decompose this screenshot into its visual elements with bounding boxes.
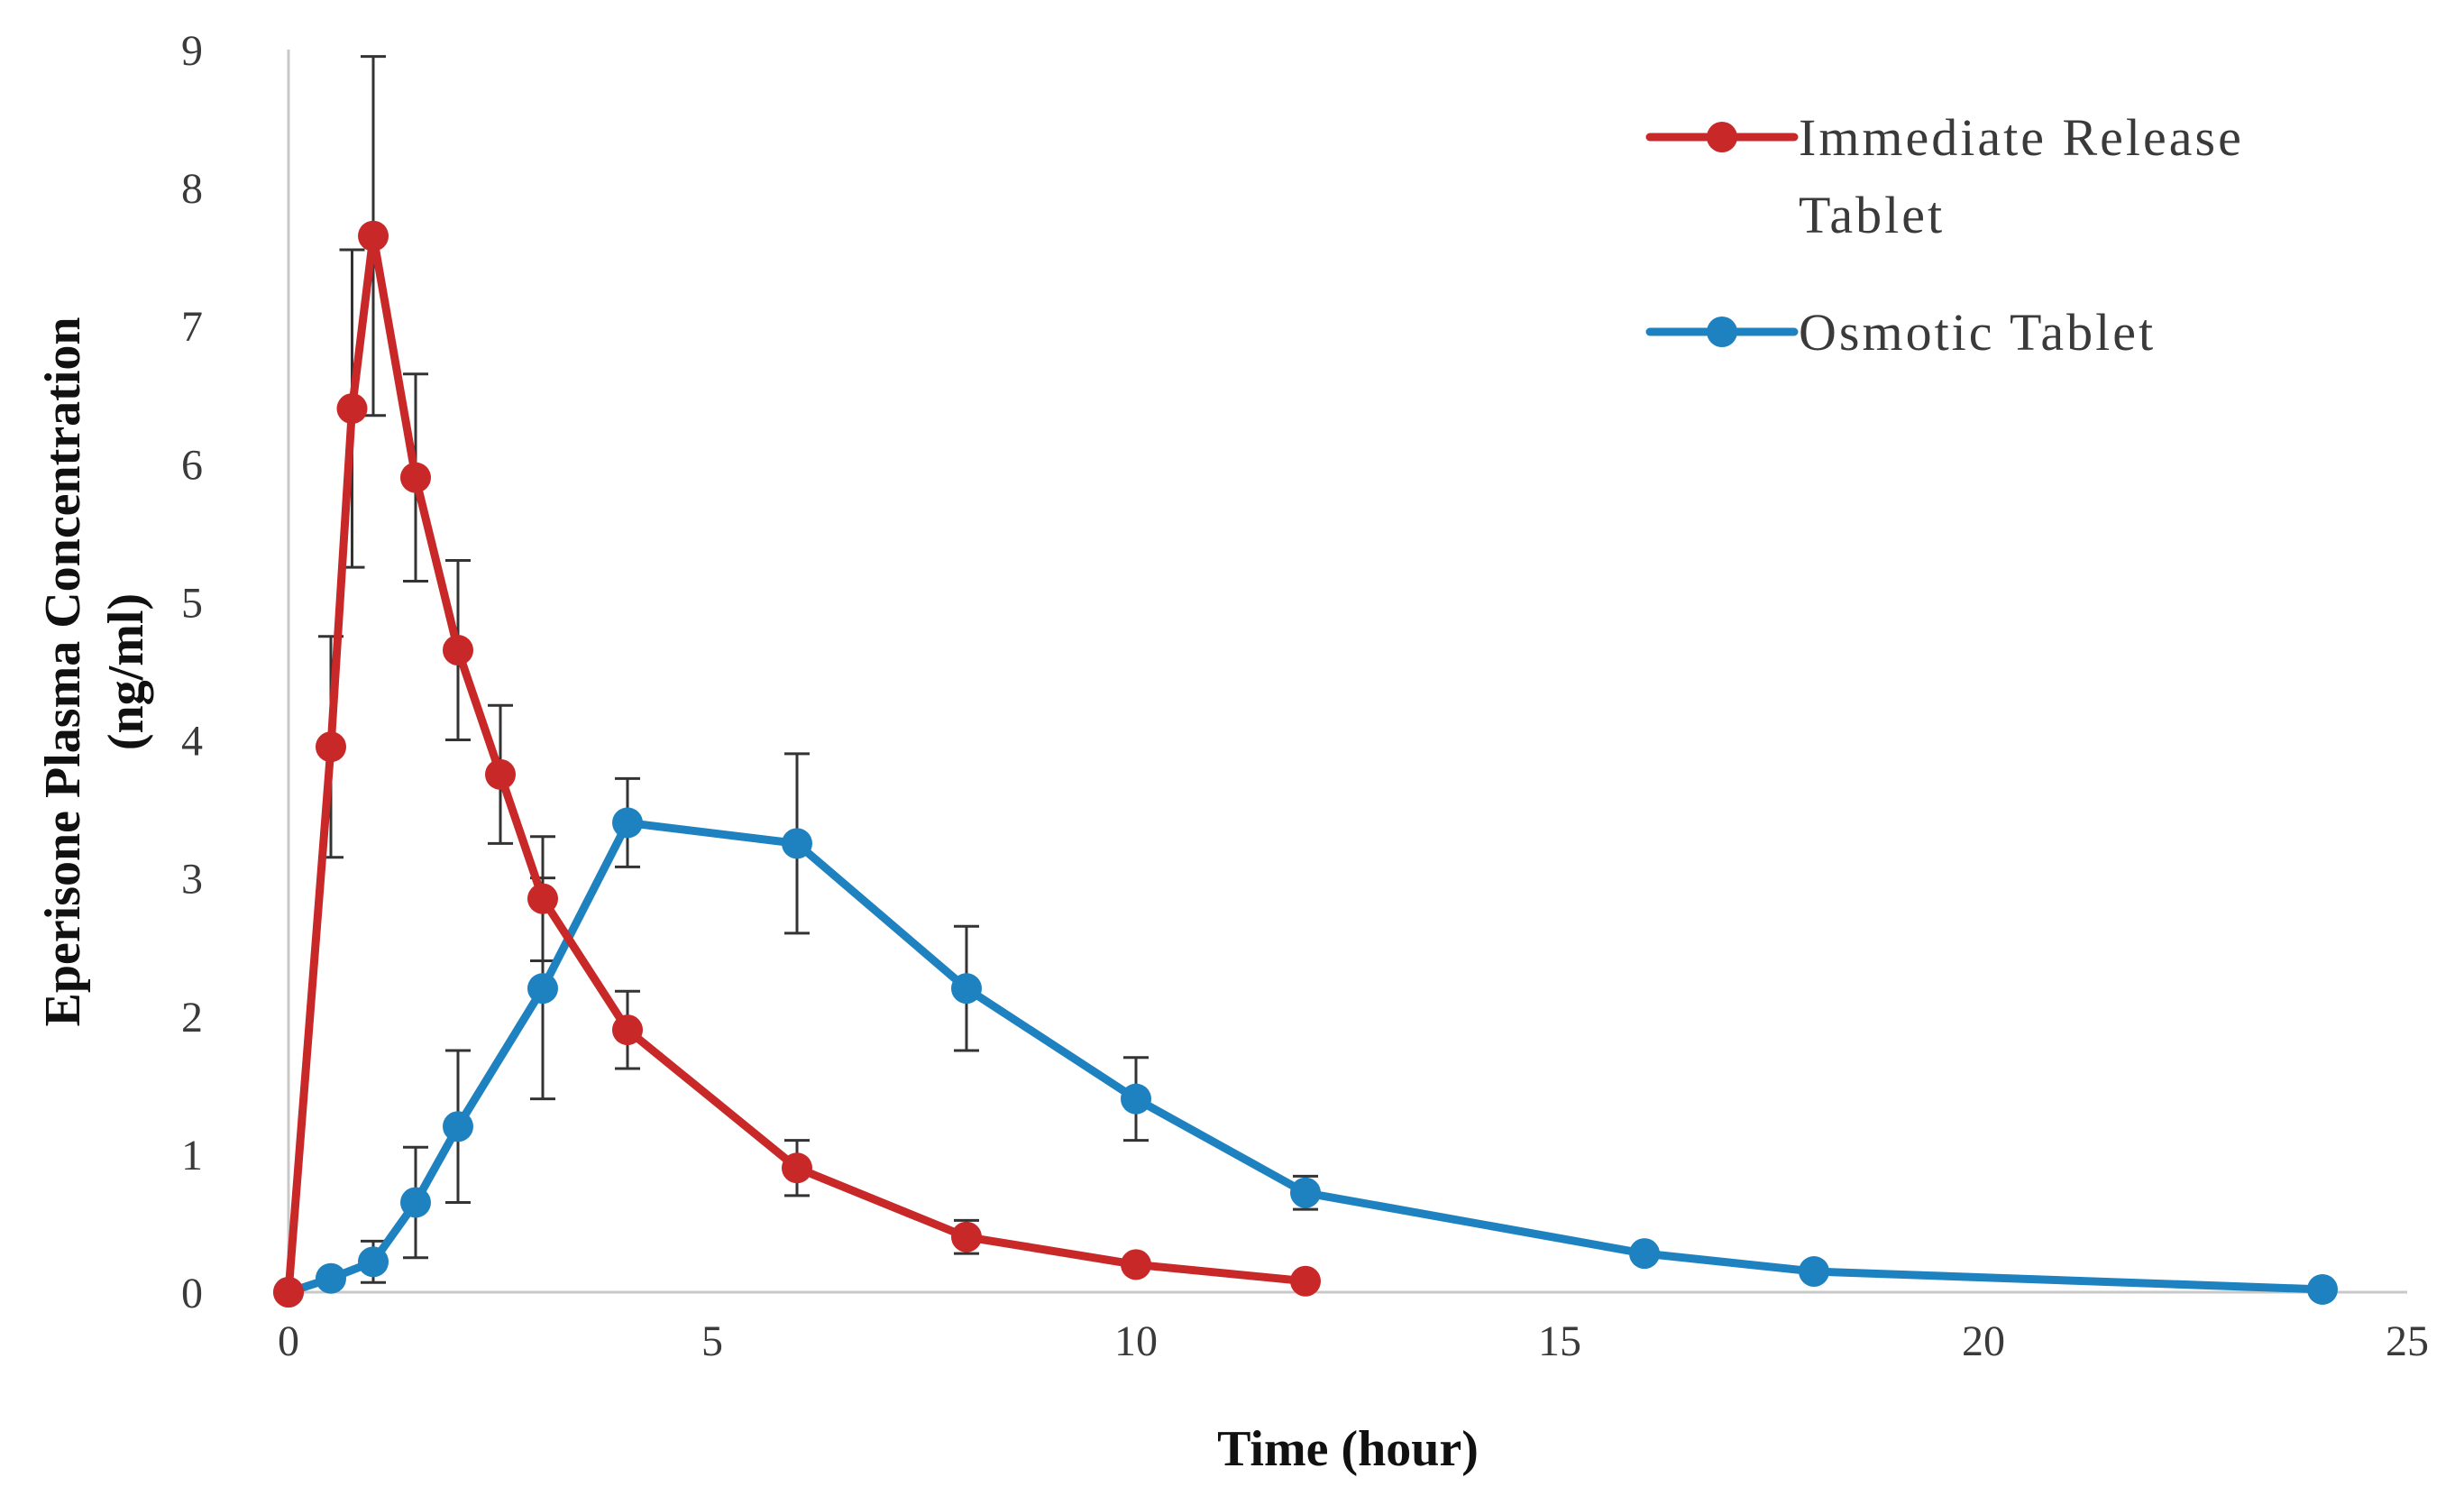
y-axis-title-line1: Eperisone Plasma Concentration bbox=[35, 317, 91, 1026]
data-point-osmotic bbox=[1290, 1177, 1321, 1208]
data-point-immediate-release bbox=[336, 393, 368, 425]
data-point-osmotic bbox=[443, 1111, 473, 1143]
y-tick-label: 7 bbox=[181, 303, 203, 351]
data-point-immediate-release bbox=[951, 1221, 982, 1253]
data-point-immediate-release bbox=[358, 220, 389, 252]
data-point-immediate-release bbox=[316, 731, 346, 763]
y-tick-label: 4 bbox=[181, 718, 203, 766]
data-point-osmotic bbox=[612, 807, 643, 839]
data-point-immediate-release bbox=[782, 1152, 812, 1184]
series bbox=[273, 220, 2338, 1308]
legend-entry-osmotic: Osmotic Tablet bbox=[1645, 303, 2156, 362]
data-point-osmotic bbox=[1121, 1083, 1151, 1115]
legend-entry-immediate-release: Immediate Release Tablet bbox=[1645, 108, 2244, 244]
data-point-osmotic bbox=[1799, 1256, 1829, 1288]
y-tick-label: 8 bbox=[181, 165, 203, 213]
data-point-immediate-release bbox=[443, 635, 473, 666]
legend-label-immediate-release-line2: Tablet bbox=[1799, 186, 1945, 244]
data-point-osmotic bbox=[951, 973, 982, 1005]
legend-marker-osmotic bbox=[1707, 317, 1737, 347]
x-tick-label: 10 bbox=[1114, 1317, 1158, 1365]
data-point-immediate-release bbox=[1290, 1265, 1321, 1297]
data-point-osmotic bbox=[782, 828, 812, 859]
y-tick-label: 5 bbox=[181, 579, 203, 627]
data-point-osmotic bbox=[316, 1262, 346, 1294]
data-point-immediate-release bbox=[485, 758, 516, 790]
legend-marker-immediate-release bbox=[1707, 122, 1737, 152]
data-point-immediate-release bbox=[400, 462, 431, 493]
data-point-osmotic bbox=[527, 973, 558, 1005]
error-bars bbox=[318, 55, 2335, 1294]
x-tick-label: 15 bbox=[1538, 1317, 1581, 1365]
x-tick-label: 25 bbox=[2386, 1317, 2429, 1365]
y-tick-label: 9 bbox=[181, 27, 203, 75]
data-point-osmotic bbox=[358, 1246, 389, 1278]
legend-label-osmotic: Osmotic Tablet bbox=[1799, 303, 2156, 362]
x-tick-label: 20 bbox=[1962, 1317, 2005, 1365]
y-tick-label: 0 bbox=[181, 1270, 203, 1317]
data-point-osmotic bbox=[1629, 1238, 1660, 1270]
y-tick-label: 1 bbox=[181, 1132, 203, 1179]
x-tick-label: 5 bbox=[701, 1317, 723, 1365]
legend-label-immediate-release-line1: Immediate Release bbox=[1799, 108, 2244, 167]
data-point-immediate-release bbox=[527, 883, 558, 914]
series-line-osmotic bbox=[284, 818, 2327, 1297]
data-point-osmotic bbox=[2307, 1273, 2338, 1305]
y-tick-label: 3 bbox=[181, 856, 203, 904]
tick-labels: 0 5 10 15 20 25 0 1 2 3 4 5 6 7 8 9 bbox=[181, 27, 2429, 1365]
data-point-immediate-release bbox=[1121, 1249, 1151, 1280]
data-point-osmotic bbox=[400, 1187, 431, 1218]
y-tick-label: 6 bbox=[181, 441, 203, 489]
y-axis-title-line2: (ng/ml) bbox=[98, 593, 154, 750]
legend: Immediate Release Tablet Osmotic Tablet bbox=[1645, 108, 2244, 362]
x-axis-title: Time (hour) bbox=[1217, 1421, 1479, 1477]
x-tick-label: 0 bbox=[278, 1317, 299, 1365]
data-point-immediate-release bbox=[612, 1014, 643, 1046]
data-point-immediate-release bbox=[273, 1277, 304, 1308]
y-tick-label: 2 bbox=[181, 994, 203, 1042]
axes bbox=[287, 50, 2407, 1294]
